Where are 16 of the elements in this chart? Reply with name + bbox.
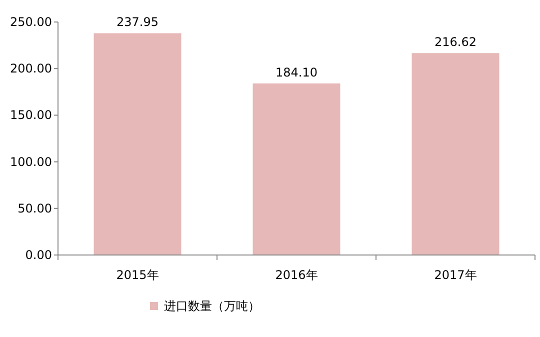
y-tick-label: 0.00 [25, 248, 52, 262]
bar [94, 33, 182, 255]
y-tick-label: 150.00 [10, 108, 52, 122]
bar [412, 53, 500, 255]
y-tick-label: 50.00 [18, 201, 52, 216]
y-tick-label: 200.00 [10, 62, 52, 76]
bar [252, 83, 340, 255]
x-tick-label: 2016年 [275, 268, 318, 282]
y-tick-label: 100.00 [10, 154, 52, 169]
y-tick-label: 250.00 [10, 15, 52, 29]
x-tick-label: 2015年 [116, 268, 159, 282]
data-label: 237.95 [116, 15, 158, 30]
data-label: 184.10 [276, 65, 318, 80]
data-label: 216.62 [434, 35, 476, 50]
x-tick-label: 2017年 [434, 268, 477, 282]
legend-label: 进口数量（万吨） [164, 299, 260, 313]
